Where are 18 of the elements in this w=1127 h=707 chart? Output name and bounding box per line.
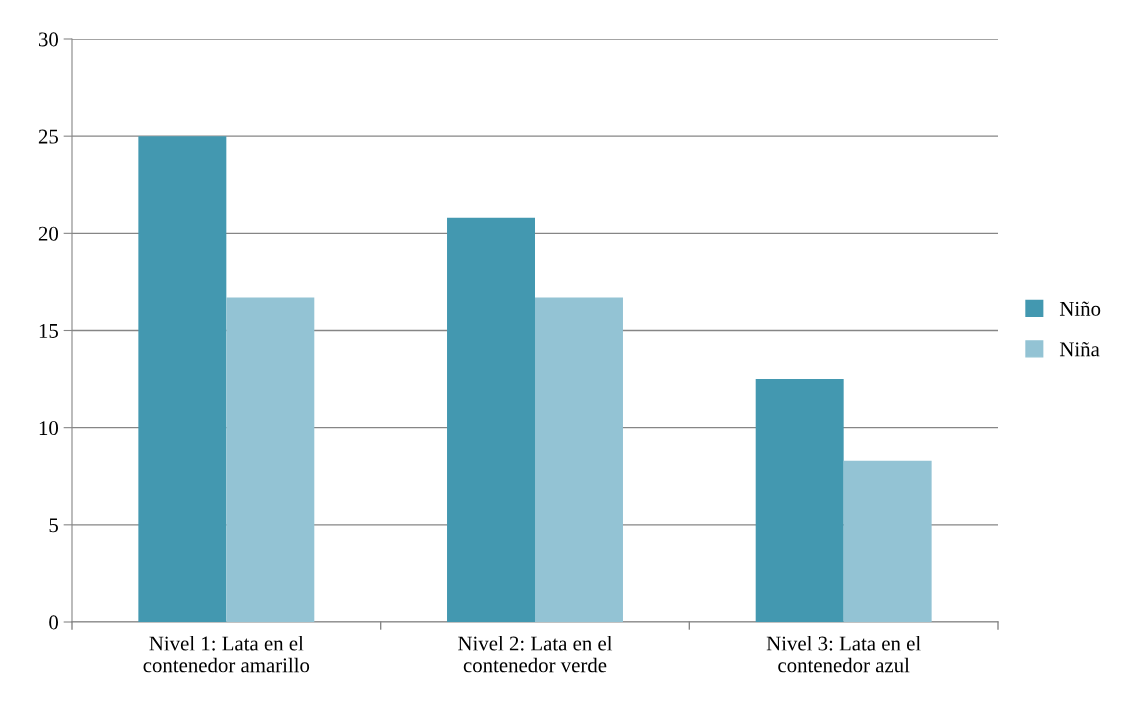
y-tick-label: 30 [38, 32, 59, 47]
y-tick-label: 15 [39, 323, 58, 338]
bar [447, 217, 535, 622]
bar [755, 379, 844, 622]
y-tick-label: 10 [39, 421, 59, 436]
legend-label: Niña [1059, 342, 1100, 357]
bar [138, 136, 227, 622]
y-tick-label: 20 [38, 226, 59, 241]
y-tick-label: 0 [49, 615, 59, 630]
bar [843, 460, 932, 622]
y-tick-label: 25 [38, 129, 58, 144]
legend-label: Niño [1059, 301, 1101, 316]
x-tick-label: Nivel 3: Lata en el contenedor azul [766, 635, 921, 673]
y-tick-label: 5 [49, 518, 58, 533]
bar [226, 297, 315, 622]
x-tick-label: Nivel 1: Lata en el contenedor amarillo [143, 635, 310, 673]
x-tick-label: Nivel 2: Lata en el contenedor verde [458, 635, 613, 673]
bar [535, 297, 623, 622]
